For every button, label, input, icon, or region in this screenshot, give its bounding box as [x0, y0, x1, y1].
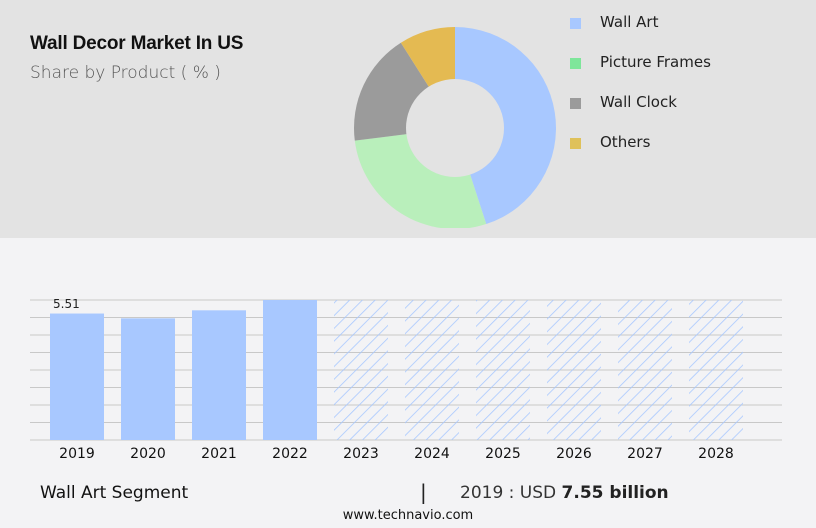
- bar-2023[interactable]: [334, 300, 388, 440]
- bar-2026[interactable]: [547, 300, 601, 440]
- bar-2025[interactable]: [476, 300, 530, 440]
- x-axis-label: 2025: [485, 446, 521, 462]
- bar-2020[interactable]: [121, 318, 175, 440]
- donut-slice-wall-art[interactable]: [455, 27, 556, 225]
- donut-chart: [354, 27, 556, 228]
- bar-value-label: 5.51: [53, 296, 80, 311]
- bar-2022[interactable]: [263, 300, 317, 440]
- legend-label: Wall Clock: [600, 93, 677, 111]
- x-axis-label: 2022: [272, 446, 308, 462]
- legend-swatch-icon: [570, 18, 581, 29]
- chart-subtitle: Share by Product ( % ): [30, 63, 221, 83]
- x-axis-label: 2027: [627, 446, 663, 462]
- segment-value-amount: 7.55 billion: [561, 483, 669, 503]
- bar-2028[interactable]: [689, 300, 743, 440]
- x-axis-label: 2024: [414, 446, 450, 462]
- x-axis-label: 2021: [201, 446, 237, 462]
- source-url[interactable]: www.technavio.com: [342, 508, 474, 523]
- bar-2021[interactable]: [192, 310, 246, 440]
- legend-swatch-icon: [570, 58, 581, 69]
- chart-title: Wall Decor Market In US: [30, 33, 244, 54]
- legend-label: Picture Frames: [600, 53, 711, 71]
- legend-swatch-icon: [570, 98, 581, 109]
- x-axis-label: 2028: [698, 446, 734, 462]
- segment-value: 2019 : USD 7.55 billion: [460, 483, 669, 503]
- x-axis-label: 2020: [130, 446, 166, 462]
- segment-value-prefix: 2019 : USD: [460, 483, 562, 503]
- x-axis-label: 2026: [556, 446, 592, 462]
- legend-label: Others: [600, 133, 651, 151]
- bar-2019[interactable]: [50, 313, 104, 440]
- legend-swatch-icon: [570, 138, 581, 149]
- x-axis-label: 2019: [59, 446, 95, 462]
- x-axis-label: 2023: [343, 446, 379, 462]
- segment-label: Wall Art Segment: [40, 483, 189, 503]
- bar-2027[interactable]: [618, 300, 672, 440]
- legend-label: Wall Art: [600, 13, 659, 31]
- bar-2024[interactable]: [405, 300, 459, 440]
- footer-divider: |: [420, 480, 427, 504]
